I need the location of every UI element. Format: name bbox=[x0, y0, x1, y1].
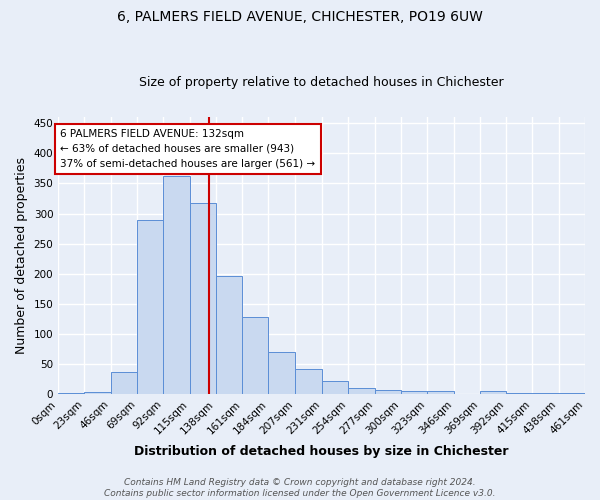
Bar bbox=[85, 392, 111, 394]
Bar bbox=[559, 393, 585, 394]
Bar bbox=[216, 276, 242, 394]
Bar bbox=[401, 392, 427, 394]
Bar bbox=[268, 352, 295, 395]
Bar bbox=[532, 392, 559, 394]
X-axis label: Distribution of detached houses by size in Chichester: Distribution of detached houses by size … bbox=[134, 444, 509, 458]
Bar bbox=[322, 381, 349, 394]
Bar bbox=[58, 392, 85, 394]
Bar bbox=[137, 220, 163, 394]
Bar bbox=[506, 393, 532, 394]
Text: Contains HM Land Registry data © Crown copyright and database right 2024.
Contai: Contains HM Land Registry data © Crown c… bbox=[104, 478, 496, 498]
Bar bbox=[190, 204, 216, 394]
Bar bbox=[242, 316, 268, 394]
Bar bbox=[375, 390, 401, 394]
Bar bbox=[111, 372, 137, 394]
Bar bbox=[349, 388, 375, 394]
Bar bbox=[427, 392, 454, 394]
Title: Size of property relative to detached houses in Chichester: Size of property relative to detached ho… bbox=[139, 76, 504, 90]
Text: 6 PALMERS FIELD AVENUE: 132sqm
← 63% of detached houses are smaller (943)
37% of: 6 PALMERS FIELD AVENUE: 132sqm ← 63% of … bbox=[61, 129, 316, 168]
Y-axis label: Number of detached properties: Number of detached properties bbox=[15, 158, 28, 354]
Bar bbox=[163, 176, 190, 394]
Bar bbox=[295, 369, 322, 394]
Bar bbox=[480, 391, 506, 394]
Text: 6, PALMERS FIELD AVENUE, CHICHESTER, PO19 6UW: 6, PALMERS FIELD AVENUE, CHICHESTER, PO1… bbox=[117, 10, 483, 24]
